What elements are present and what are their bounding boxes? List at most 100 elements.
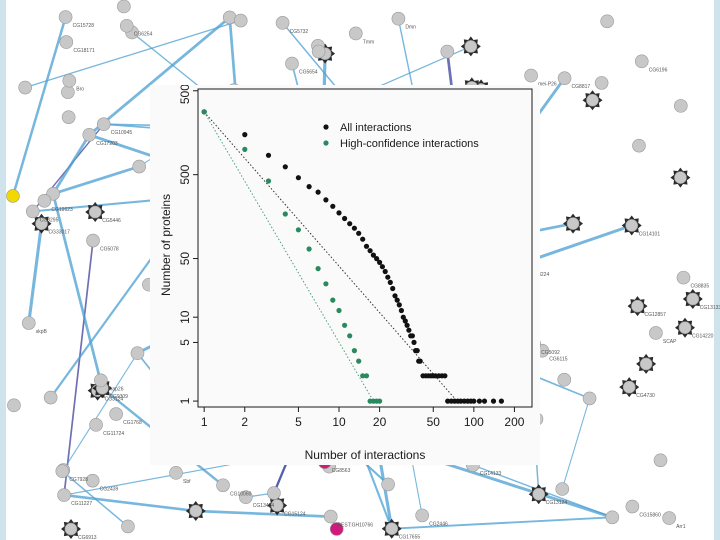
network-node-label: CG5732 (290, 29, 309, 35)
point-high-confidence (323, 281, 329, 287)
network-node (59, 35, 74, 49)
network-node (132, 159, 146, 174)
y-tick-label: 10 (178, 310, 192, 324)
network-edge (51, 134, 91, 195)
network-node (532, 487, 546, 501)
point-all-interactions (402, 318, 408, 324)
point-all-interactions (282, 164, 288, 170)
point-all-interactions (370, 252, 376, 258)
point-high-confidence (306, 246, 312, 252)
network-node-label: CG1768 (123, 420, 142, 426)
network-node (62, 73, 77, 88)
point-all-interactions (265, 152, 272, 158)
network-node (625, 499, 640, 514)
point-all-interactions (398, 307, 404, 314)
network-node (7, 398, 21, 413)
x-tick-label: 100 (464, 415, 484, 429)
point-high-confidence (330, 297, 336, 303)
point-high-confidence (377, 398, 383, 404)
network-node (216, 478, 230, 493)
network-node-label: CG8817 (572, 84, 591, 90)
network-node (55, 464, 70, 479)
network-edge (27, 223, 44, 324)
point-high-confidence (342, 322, 348, 328)
network-node (600, 14, 614, 29)
network-node (189, 504, 203, 518)
point-all-interactions (390, 285, 396, 292)
network-node (82, 128, 97, 142)
point-all-interactions (490, 398, 497, 404)
network-node-label: CG18171 (73, 48, 95, 54)
point-high-confidence (315, 266, 321, 272)
network-edge (62, 352, 138, 471)
x-tick-label: 200 (504, 415, 524, 429)
network-node (58, 10, 73, 24)
point-all-interactions (394, 297, 400, 303)
point-all-interactions (409, 333, 415, 339)
network-node (678, 321, 692, 334)
network-node-label: CG6115 (549, 357, 567, 363)
network-node-label: CG6254 (134, 32, 153, 38)
legend-marker-all (323, 124, 329, 130)
point-all-interactions (471, 398, 477, 404)
network-node (662, 511, 676, 525)
network-node-label: CG15728 (73, 23, 95, 29)
network-node (622, 380, 636, 394)
point-all-interactions (476, 398, 482, 404)
network-node (109, 407, 123, 421)
network-node (94, 373, 108, 388)
point-all-interactions (347, 221, 353, 227)
network-node (464, 40, 478, 53)
network-node (649, 326, 663, 340)
network-edge (51, 193, 104, 389)
point-all-interactions (351, 225, 357, 231)
network-node-label: Bro (76, 87, 84, 93)
y-axis: 1 5 10 50 500 5000 (178, 85, 198, 404)
network-node (285, 56, 299, 71)
point-high-confidence (265, 178, 272, 184)
y-axis-title: Number of proteins (159, 194, 173, 296)
point-all-interactions (306, 184, 312, 190)
network-edge (11, 16, 67, 197)
point-all-interactions (414, 348, 420, 354)
point-high-confidence (282, 211, 288, 217)
legend-label-all: All interactions (340, 122, 412, 134)
point-all-interactions (404, 322, 410, 328)
network-node (121, 519, 135, 534)
point-all-interactions (374, 256, 380, 262)
network-node-label: CG12857 (644, 312, 666, 318)
network-node-label: CG2439 (100, 487, 119, 493)
network-node (329, 522, 344, 536)
point-all-interactions (392, 293, 398, 299)
network-node (86, 233, 100, 248)
point-all-interactions (411, 339, 417, 345)
network-edge (561, 398, 591, 490)
network-node-label: CG3224 (531, 272, 550, 278)
network-node (632, 138, 646, 153)
point-all-interactions (385, 274, 391, 280)
point-high-confidence (347, 333, 353, 339)
point-high-confidence (242, 146, 248, 152)
point-all-interactions (498, 398, 504, 404)
network-node (35, 217, 48, 230)
network-node (89, 418, 103, 432)
network-node (674, 171, 687, 184)
network-node (96, 117, 111, 132)
network-node-label: CG33017 (49, 230, 71, 236)
fit-lines (203, 111, 458, 402)
point-all-interactions (382, 268, 388, 275)
legend-marker-high-confidence (323, 140, 329, 146)
y-tick-label: 500 (178, 164, 192, 184)
network-node-label: CG13133 (700, 305, 720, 311)
network-node (686, 292, 700, 306)
legend-label-high-confidence: High-confidence interactions (340, 138, 479, 150)
network-node-label: Arr1 (676, 524, 686, 530)
y-tick-label: 5000 (178, 85, 192, 104)
network-node (117, 0, 131, 14)
network-node (557, 372, 572, 387)
point-all-interactions (360, 236, 366, 242)
network-node (631, 299, 644, 313)
point-high-confidence (356, 358, 362, 364)
network-node (25, 204, 40, 219)
